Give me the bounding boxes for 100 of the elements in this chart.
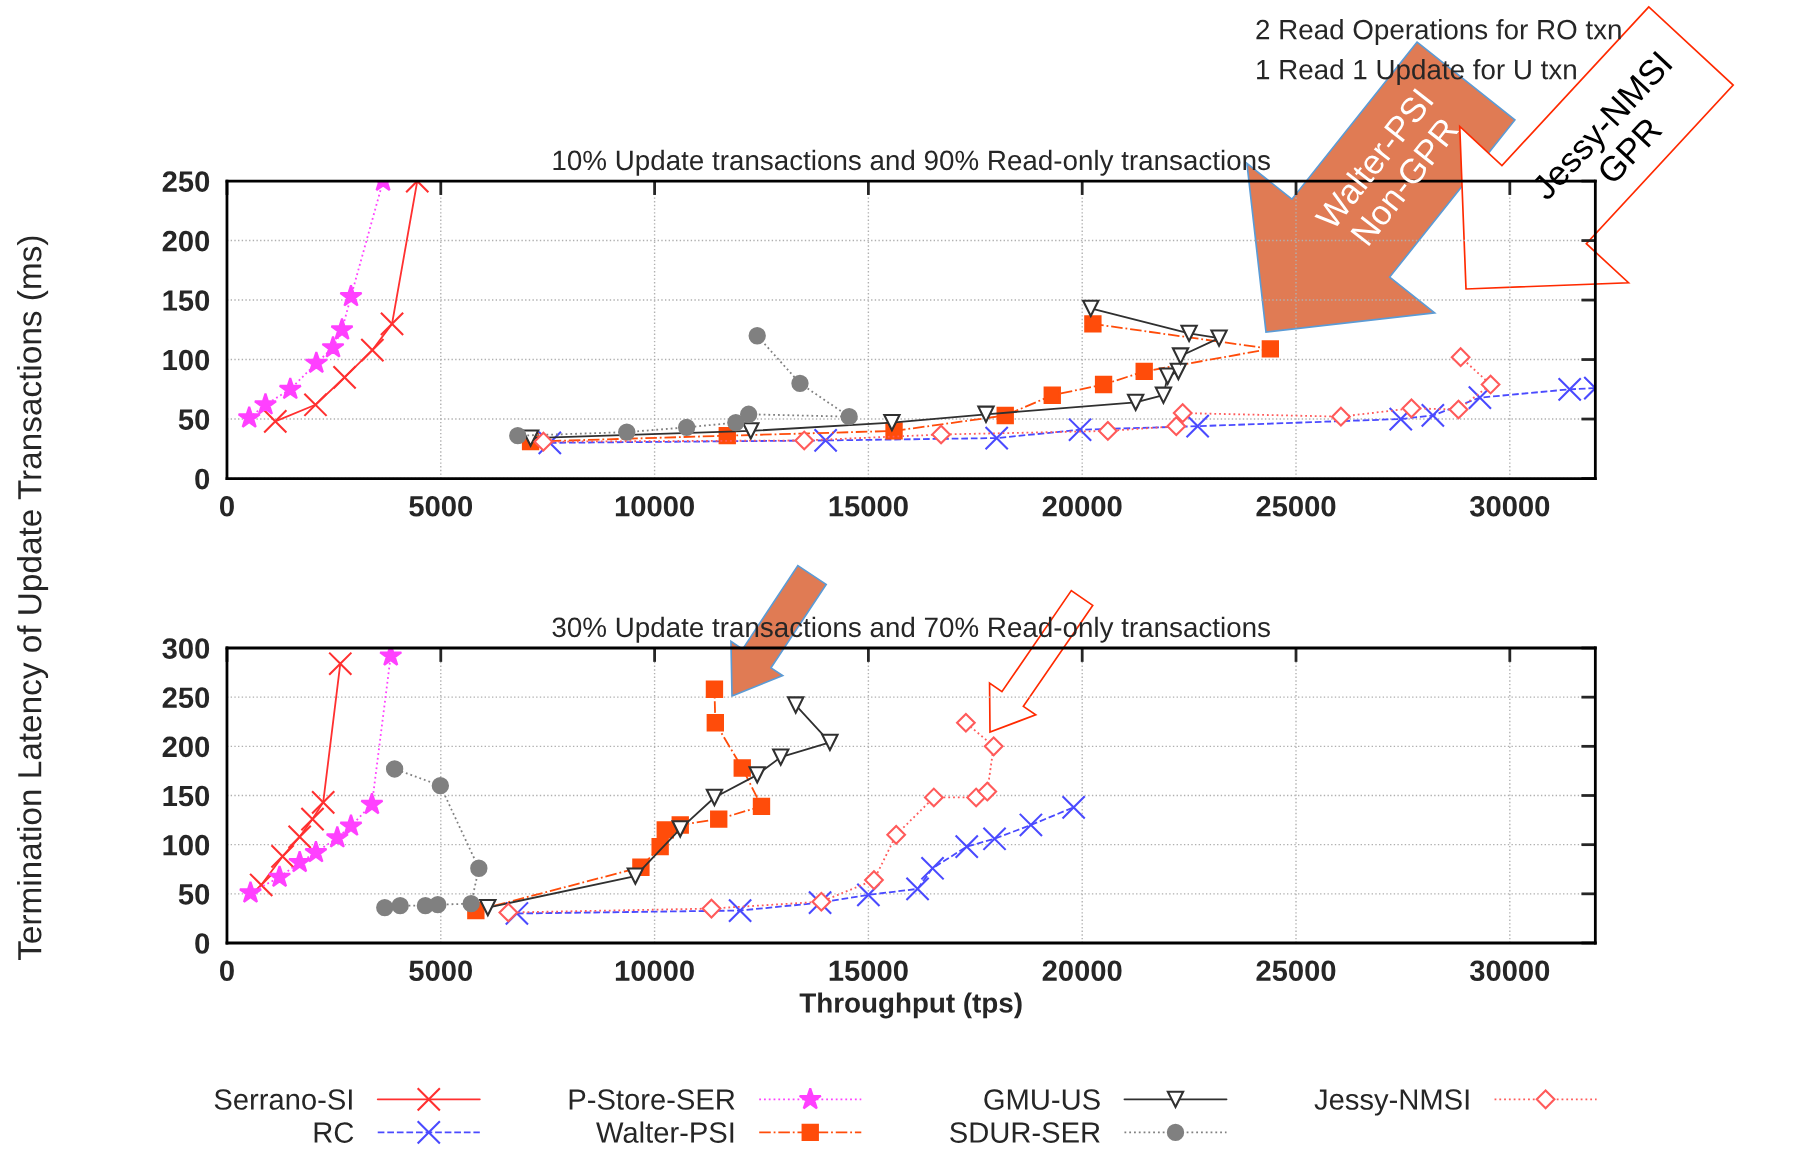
point xyxy=(1467,385,1493,410)
y-tick-label: 300 xyxy=(162,638,210,659)
x-tick-label: 0 xyxy=(220,495,234,517)
point xyxy=(1420,403,1445,428)
x-axis-title: Throughput (tps) xyxy=(799,992,1022,1019)
point xyxy=(303,392,328,417)
x-tick-label: 20000 xyxy=(1042,495,1122,517)
point xyxy=(813,428,838,453)
point xyxy=(618,423,636,441)
y-tick-label: 250 xyxy=(162,171,210,192)
point xyxy=(376,898,394,917)
y-tick-label: 0 xyxy=(195,933,210,954)
y-tick-label: 150 xyxy=(163,785,210,807)
point xyxy=(328,651,353,676)
y-tick-label: 100 xyxy=(163,834,210,856)
point xyxy=(288,850,312,873)
point xyxy=(705,788,724,807)
legend-label: P-Store-SER xyxy=(569,1089,735,1110)
chart-title: 10% Update transactions and 90% Read-only transactions xyxy=(553,149,1270,176)
y-tick-label: 100 xyxy=(163,349,210,371)
point xyxy=(238,880,263,903)
text: 2 Read Operations for RO txn xyxy=(1256,19,1621,45)
point xyxy=(886,824,907,845)
point xyxy=(984,425,1009,451)
x-tick-label: 30000 xyxy=(1469,960,1550,982)
point xyxy=(470,859,488,877)
point xyxy=(727,413,745,432)
point xyxy=(429,895,447,914)
x-tick-label: 10000 xyxy=(615,495,694,517)
x-tick-label: 5000 xyxy=(409,960,473,982)
point xyxy=(1185,414,1210,439)
point xyxy=(982,826,1007,851)
x-tick-label: 15000 xyxy=(829,960,908,982)
point xyxy=(856,882,881,907)
point xyxy=(1331,406,1351,427)
point xyxy=(905,876,930,902)
point xyxy=(656,821,674,839)
point xyxy=(748,766,766,784)
point xyxy=(1210,329,1228,347)
point xyxy=(332,365,357,390)
point xyxy=(300,806,325,832)
point xyxy=(311,790,336,815)
point xyxy=(701,898,722,919)
point xyxy=(677,418,696,437)
point xyxy=(794,430,815,451)
y-tick-label: 0 xyxy=(195,468,210,490)
y-tick-label: 150 xyxy=(163,290,210,311)
point xyxy=(1401,398,1422,419)
point xyxy=(733,759,751,777)
point xyxy=(1084,315,1102,333)
x-tick-label: 10000 xyxy=(615,960,694,982)
point xyxy=(1180,324,1198,343)
point xyxy=(263,409,288,434)
point xyxy=(1172,403,1193,423)
point xyxy=(739,405,758,423)
point xyxy=(391,896,409,915)
x-tick-label: 15000 xyxy=(829,495,908,517)
point xyxy=(379,311,405,336)
x-tick-label: 25000 xyxy=(1256,495,1336,517)
point xyxy=(1082,299,1100,318)
x-tick-label: 20000 xyxy=(1042,960,1122,982)
point xyxy=(325,825,349,848)
y-tick-label: 200 xyxy=(162,736,210,758)
legend-label: Walter-PSI xyxy=(596,1121,734,1143)
point xyxy=(923,787,944,808)
point xyxy=(278,377,302,400)
y-tick-label: 50 xyxy=(178,409,210,430)
point xyxy=(883,413,901,432)
point xyxy=(1171,347,1190,365)
point xyxy=(956,712,976,733)
point xyxy=(840,407,858,426)
point xyxy=(304,840,328,863)
point xyxy=(249,872,274,898)
point xyxy=(626,867,645,885)
point xyxy=(787,696,805,714)
y-tick-label: 200 xyxy=(162,230,210,252)
point xyxy=(931,424,951,445)
point xyxy=(1448,399,1469,420)
point xyxy=(1018,812,1044,838)
x-tick-label: 5000 xyxy=(409,495,473,517)
point xyxy=(462,894,480,913)
point xyxy=(710,810,728,828)
point xyxy=(983,736,1004,757)
point xyxy=(706,714,724,732)
point xyxy=(339,813,363,837)
point xyxy=(533,431,554,452)
point xyxy=(431,776,450,795)
point xyxy=(671,820,689,838)
legend-label: GMU-US xyxy=(984,1089,1100,1110)
point xyxy=(360,792,384,815)
point xyxy=(479,898,497,917)
x-tick-label: 0 xyxy=(220,960,234,982)
point xyxy=(360,337,385,363)
point xyxy=(1166,416,1187,437)
point xyxy=(748,327,766,345)
point xyxy=(1388,406,1413,432)
point xyxy=(772,748,790,766)
point xyxy=(791,374,809,393)
point xyxy=(727,898,753,923)
point xyxy=(954,834,979,859)
